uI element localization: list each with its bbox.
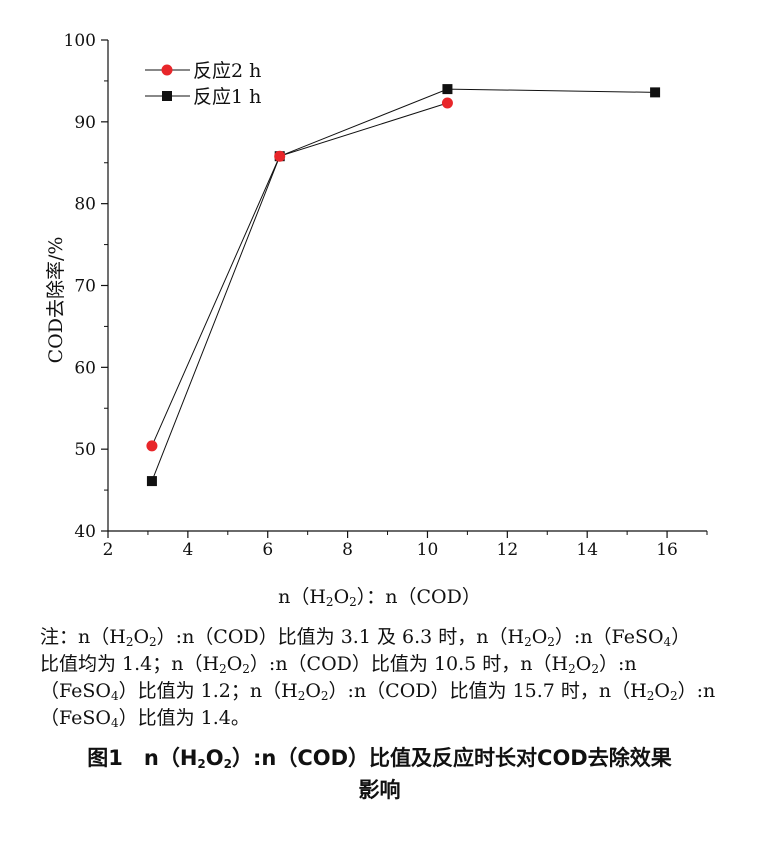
subscript: 2 bbox=[568, 662, 576, 676]
text-run: ）:n bbox=[598, 653, 637, 675]
x-axis-label: n（H2O2）：n（COD） bbox=[0, 582, 759, 609]
y-tick-label: 40 bbox=[74, 522, 96, 542]
data-point-square bbox=[146, 476, 157, 487]
figure-caption: 图1 n（H2O2）:n（COD）比值及反应时长对COD去除效果 影响 bbox=[0, 742, 759, 806]
text-run: O bbox=[205, 746, 224, 770]
text-run: ）:n bbox=[677, 680, 716, 702]
subscript: 2 bbox=[669, 689, 678, 703]
text-run: ）:n（FeSO bbox=[554, 626, 664, 648]
caption-line-1: 图1 n（H2O2）:n（COD）比值及反应时长对COD去除效果 bbox=[0, 742, 759, 774]
legend-label: 反应2 h bbox=[193, 60, 261, 82]
subscript: 4 bbox=[110, 716, 119, 730]
subscript: 2 bbox=[219, 662, 227, 676]
x-tick-label: 16 bbox=[656, 540, 678, 560]
text-run: 图1 n（H bbox=[87, 746, 198, 770]
figure-note: 注：n（H2O2）:n（COD）比值为 3.1 及 6.3 时，n（H2O2）:… bbox=[40, 624, 740, 732]
legend: 反应2 h 反应1 h bbox=[145, 60, 261, 108]
text-run: 注：n（H bbox=[40, 626, 126, 648]
caption-line-2: 影响 bbox=[0, 774, 759, 806]
text-run: O bbox=[226, 653, 243, 675]
subscript: 2 bbox=[242, 662, 250, 676]
series-lines bbox=[151, 88, 656, 482]
chart: 2 4 6 8 10 12 14 16 40 50 60 70 80 90 100 反应2 h 反应1 h C… bbox=[45, 31, 708, 560]
subscript: 2 bbox=[320, 689, 329, 703]
note-line: （FeSO4）比值为 1.2；n（H2O2）:n（COD）比值为 15.7 时，… bbox=[40, 678, 740, 705]
subscript: 2 bbox=[297, 689, 306, 703]
x-tick-label: 4 bbox=[182, 540, 193, 560]
text-run: ） bbox=[671, 626, 691, 648]
x-tick-label: 12 bbox=[497, 540, 519, 560]
y-tick-label: 90 bbox=[74, 113, 96, 133]
x-axis-label-part: ）：n（COD） bbox=[356, 586, 481, 608]
text-run: 比值均为 1.4；n（H bbox=[40, 653, 220, 675]
legend-marker bbox=[161, 64, 173, 76]
data-point-circle bbox=[441, 97, 453, 109]
x-tick-label: 8 bbox=[342, 540, 353, 560]
data-point-square bbox=[442, 84, 453, 95]
x-tick-label: 10 bbox=[417, 540, 439, 560]
data-point-circle bbox=[146, 440, 158, 452]
y-tick-label: 50 bbox=[74, 440, 96, 460]
subscript: 2 bbox=[646, 689, 655, 703]
y-axis-label: COD去除率/% bbox=[45, 237, 67, 364]
text-run: （FeSO bbox=[40, 680, 111, 702]
x-axis-label-sub: 2 bbox=[349, 595, 357, 609]
legend-marker bbox=[162, 91, 172, 101]
subscript: 4 bbox=[110, 689, 119, 703]
text-run: O bbox=[575, 653, 592, 675]
x-tick-label: 2 bbox=[103, 540, 114, 560]
legend-label: 反应1 h bbox=[193, 86, 261, 108]
series-line bbox=[151, 88, 656, 482]
text-run: O bbox=[654, 680, 670, 702]
text-run: ）:n（COD）比值为 3.1 及 6.3 时，n（H bbox=[156, 626, 525, 648]
data-point-circle bbox=[274, 150, 286, 162]
text-run: ）比值为 1.2；n（H bbox=[118, 680, 298, 702]
text-run: O bbox=[305, 680, 321, 702]
note-line: 比值均为 1.4；n（H2O2）:n（COD）比值为 10.5 时，n（H2O2… bbox=[40, 651, 740, 678]
text-run: ）:n（COD）比值为 10.5 时，n（H bbox=[249, 653, 569, 675]
x-axis-label-part: O bbox=[333, 586, 350, 608]
text-run: O bbox=[133, 626, 150, 648]
text-run: ）比值为 1.4。 bbox=[118, 707, 250, 729]
subscript: 2 bbox=[547, 635, 555, 649]
axes: 2 4 6 8 10 12 14 16 40 50 60 70 80 90 100 bbox=[64, 31, 708, 560]
text-run: ）:n（COD）比值为 15.7 时，n（H bbox=[328, 680, 647, 702]
y-tick-label: 80 bbox=[74, 195, 96, 215]
series-markers bbox=[146, 84, 661, 487]
subscript: 2 bbox=[197, 757, 206, 771]
text-run: O bbox=[531, 626, 548, 648]
y-tick-label: 100 bbox=[64, 31, 96, 51]
subscript: 4 bbox=[663, 635, 672, 649]
subscript: 2 bbox=[524, 635, 532, 649]
y-tick-label: 60 bbox=[74, 358, 96, 378]
subscript: 2 bbox=[149, 635, 157, 649]
subscript: 2 bbox=[223, 757, 232, 771]
series-line bbox=[151, 102, 448, 447]
subscript: 2 bbox=[591, 662, 599, 676]
x-tick-label: 6 bbox=[262, 540, 273, 560]
x-tick-label: 14 bbox=[576, 540, 598, 560]
note-line: （FeSO4）比值为 1.4。 bbox=[40, 705, 740, 732]
data-point-square bbox=[650, 87, 661, 98]
text-run: 影响 bbox=[358, 778, 401, 802]
text-run: ）:n（COD）比值及反应时长对COD去除效果 bbox=[231, 746, 672, 770]
x-axis-label-part: n（H bbox=[278, 586, 326, 608]
text-run: （FeSO bbox=[40, 707, 111, 729]
note-line: 注：n（H2O2）:n（COD）比值为 3.1 及 6.3 时，n（H2O2）:… bbox=[40, 624, 740, 651]
y-tick-label: 70 bbox=[74, 277, 96, 297]
subscript: 2 bbox=[125, 635, 134, 649]
x-axis-label-sub: 2 bbox=[325, 595, 334, 609]
